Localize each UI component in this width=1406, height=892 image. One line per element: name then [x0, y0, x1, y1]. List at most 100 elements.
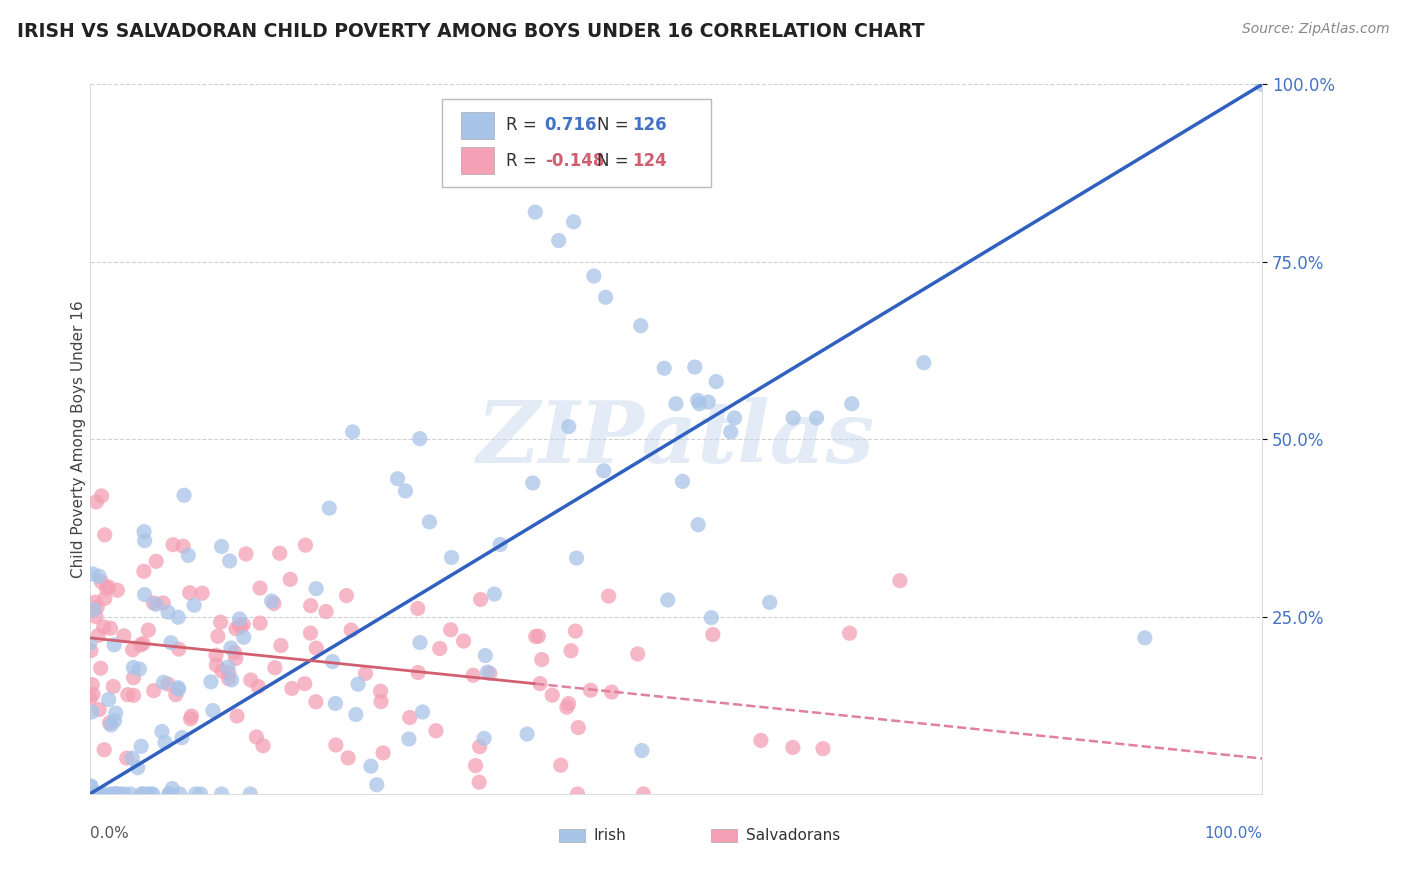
Point: [704, 375, 727, 389]
Point: [226, 709, 249, 723]
Point: [464, 758, 486, 772]
Point: [453, 634, 475, 648]
Point: [294, 538, 316, 552]
Point: [565, 551, 588, 566]
Point: [529, 676, 551, 690]
Text: R =: R =: [506, 152, 541, 170]
Point: [263, 596, 285, 610]
Point: [299, 599, 322, 613]
Point: [398, 710, 420, 724]
Point: [322, 655, 344, 669]
Point: [132, 524, 155, 539]
Point: [633, 787, 655, 801]
Point: [440, 623, 463, 637]
Point: [688, 517, 710, 532]
Point: [841, 397, 863, 411]
Point: [177, 549, 200, 563]
Point: [103, 638, 125, 652]
Point: [218, 672, 240, 686]
Point: [94, 528, 117, 542]
Point: [838, 626, 860, 640]
Point: [134, 533, 156, 548]
Point: [247, 680, 270, 694]
Text: N =: N =: [598, 152, 634, 170]
Point: [82, 688, 104, 702]
Point: [335, 589, 357, 603]
Point: [165, 688, 187, 702]
Point: [94, 591, 117, 606]
Point: [180, 709, 202, 723]
Point: [100, 718, 122, 732]
Point: [191, 586, 214, 600]
Point: [478, 666, 501, 681]
Text: 0.0%: 0.0%: [90, 826, 128, 841]
Point: [205, 648, 228, 663]
Point: [97, 580, 120, 594]
Bar: [711, 829, 737, 841]
Point: [96, 582, 118, 596]
Text: N =: N =: [598, 116, 634, 134]
Point: [281, 681, 304, 696]
Point: [305, 695, 328, 709]
Point: [79, 636, 101, 650]
Point: [97, 692, 120, 706]
Point: [318, 501, 340, 516]
Point: [579, 683, 602, 698]
Point: [162, 538, 184, 552]
Point: [406, 601, 429, 615]
Point: [207, 629, 229, 643]
Y-axis label: Child Poverty Among Boys Under 16: Child Poverty Among Boys Under 16: [72, 301, 86, 578]
Point: [558, 419, 581, 434]
Point: [387, 472, 409, 486]
Point: [354, 666, 377, 681]
Point: [811, 741, 834, 756]
Text: 100.0%: 100.0%: [1204, 826, 1263, 841]
Point: [103, 680, 125, 694]
Point: [167, 642, 190, 657]
Point: [172, 539, 194, 553]
Point: [370, 684, 392, 698]
Point: [82, 787, 104, 801]
Point: [200, 674, 222, 689]
Point: [524, 205, 547, 219]
Point: [132, 636, 155, 650]
Point: [132, 564, 155, 578]
Point: [305, 582, 328, 596]
Point: [582, 268, 605, 283]
Point: [269, 546, 291, 560]
Point: [79, 780, 101, 794]
Point: [1251, 78, 1274, 92]
Point: [409, 432, 432, 446]
Point: [758, 595, 780, 609]
Point: [82, 567, 104, 582]
Point: [484, 587, 506, 601]
Point: [418, 515, 440, 529]
Text: -0.148: -0.148: [544, 152, 605, 170]
Point: [179, 586, 201, 600]
Bar: [558, 829, 585, 841]
Point: [406, 665, 429, 680]
Point: [129, 638, 152, 652]
Point: [555, 700, 578, 714]
Point: [474, 648, 496, 663]
Point: [564, 624, 586, 638]
Text: Irish: Irish: [593, 828, 627, 843]
Point: [702, 627, 724, 641]
Point: [522, 475, 544, 490]
Point: [87, 787, 110, 801]
Point: [103, 787, 125, 801]
Point: [83, 603, 105, 617]
Point: [86, 600, 108, 615]
Point: [477, 665, 499, 679]
Point: [121, 642, 143, 657]
Point: [167, 610, 190, 624]
Point: [89, 702, 111, 716]
Point: [205, 658, 228, 673]
Point: [93, 743, 115, 757]
Point: [211, 787, 233, 801]
Point: [117, 688, 139, 702]
Point: [686, 393, 709, 408]
Text: ZIPatlas: ZIPatlas: [477, 398, 875, 481]
Point: [412, 705, 434, 719]
Text: Salvadorans: Salvadorans: [747, 828, 841, 843]
